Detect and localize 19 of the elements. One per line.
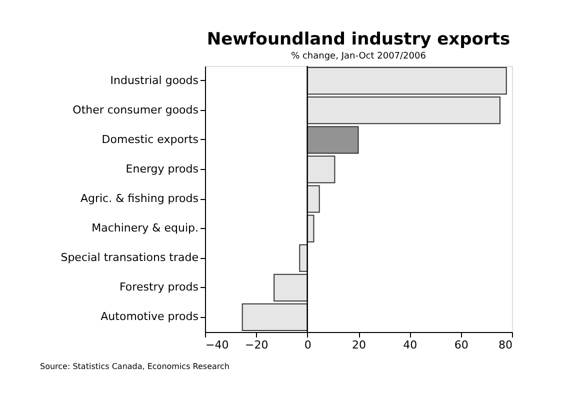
y-tick-label: Machinery & equip. <box>92 222 198 235</box>
chart-title: Newfoundland industry exports <box>206 29 510 50</box>
x-tick-label: 20 <box>352 338 366 352</box>
x-tick-label: 0 <box>304 338 312 352</box>
source-note: Source: Statistics Canada, Economics Research <box>40 362 230 371</box>
x-tick-label: −20 <box>245 338 268 352</box>
y-tick-label: Forestry prods <box>120 280 199 294</box>
x-tick-label: 80 <box>498 338 512 352</box>
y-tick-label: Agric. & fishing prods <box>80 192 199 205</box>
x-tick-label: 40 <box>403 338 418 352</box>
y-tick-label: Industrial goods <box>110 74 199 87</box>
y-tick-label: Other consumer goods <box>72 103 199 116</box>
y-tick-label: Special transations trade <box>60 251 199 264</box>
x-tick-label: 60 <box>454 338 468 352</box>
y-tick-label: Automotive prods <box>100 310 199 324</box>
chart-subtitle: % change, Jan-Oct 2007/2006 <box>291 51 426 62</box>
y-tick-label: Energy prods <box>126 162 199 176</box>
x-tick-label: −40 <box>206 338 229 352</box>
y-tick-label: Domestic exports <box>102 132 199 146</box>
